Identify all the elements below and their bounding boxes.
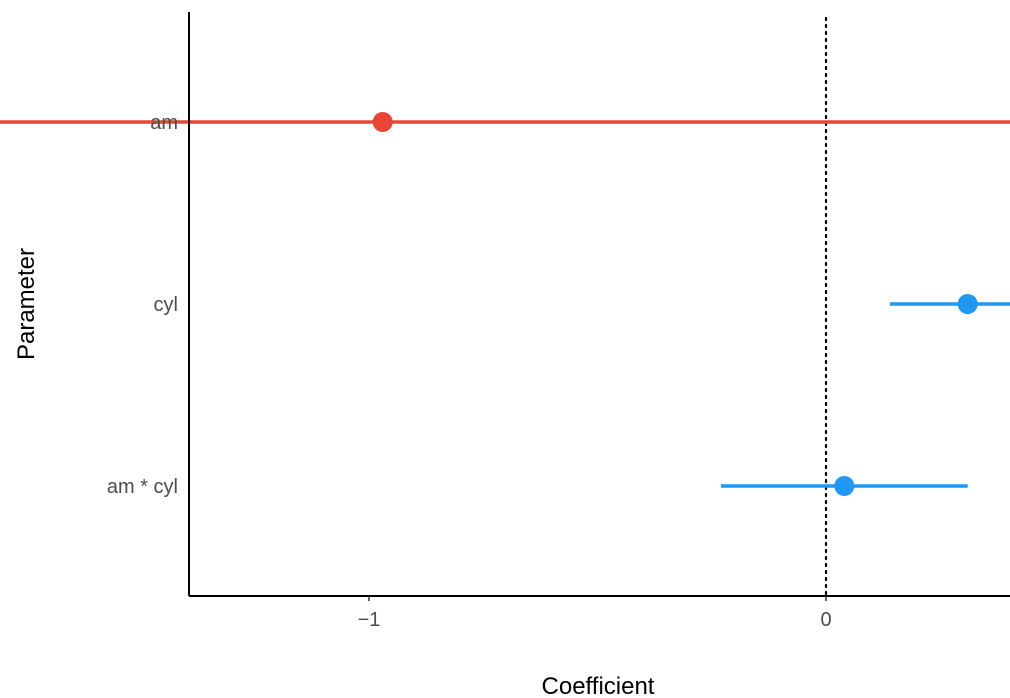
- y-tick-label-cyl: cyl: [154, 294, 178, 316]
- x-tick-label: −1: [358, 609, 381, 631]
- x-tick-labels: −2−10: [358, 596, 832, 631]
- x-tick-label: 0: [820, 609, 831, 631]
- estimate-point-am-cyl: [834, 476, 855, 496]
- estimate-point-cyl: [957, 294, 978, 314]
- y-axis-title: Parameter: [13, 248, 40, 360]
- y-tick-labels: am cyl am * cyl: [107, 112, 178, 498]
- x-axis-title: Coefficient: [542, 673, 655, 698]
- estimate-point-am: [372, 112, 393, 132]
- plot-area: [0, 16, 1010, 598]
- y-tick-label-am-cyl: am * cyl: [107, 476, 178, 498]
- y-tick-label-am: am: [150, 112, 178, 134]
